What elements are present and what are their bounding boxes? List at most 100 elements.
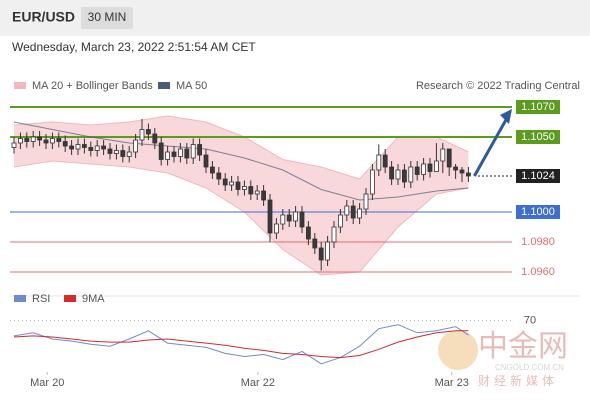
watermark-logo <box>438 330 478 370</box>
watermark: 中金网 CNGOLD.COM.CN 财经新媒体 <box>438 330 568 388</box>
level-box <box>516 130 560 144</box>
candle-body <box>50 138 55 144</box>
symbol: EUR/USD <box>12 9 75 25</box>
candle-body <box>94 145 100 151</box>
watermark-site: CNGOLD.COM.CN <box>495 363 564 372</box>
candle-body <box>62 141 68 147</box>
candle-body <box>273 223 279 234</box>
candle-body <box>43 139 49 144</box>
candle-body <box>414 166 420 175</box>
candle-body <box>344 205 350 216</box>
watermark-tagline: 财经新媒体 <box>478 373 558 388</box>
bollinger-band <box>14 116 469 275</box>
candle-body <box>30 136 36 142</box>
ma-line <box>13 121 469 201</box>
candle-body <box>107 148 113 154</box>
candle-body <box>312 238 318 249</box>
candle-body <box>446 148 452 168</box>
rsi-line <box>13 324 469 365</box>
candle-body <box>177 148 183 157</box>
candle-body <box>389 166 395 180</box>
level-box <box>516 100 560 114</box>
timeframe[interactable]: 30 MIN <box>88 10 127 24</box>
candle-body <box>139 129 145 141</box>
candle-body <box>337 214 343 228</box>
candle-body <box>241 186 247 190</box>
arrow-head <box>500 109 512 124</box>
candle-body <box>37 136 42 141</box>
candle-body <box>24 138 30 142</box>
level-label: 1.1050 <box>521 131 555 143</box>
watermark-brand: 中金网 <box>478 330 568 363</box>
candle-body <box>158 142 164 160</box>
x-tick-label: Mar 23 <box>435 377 469 389</box>
candle-body <box>120 150 126 157</box>
legend-label: RSI <box>32 293 50 305</box>
candle-body <box>133 139 139 153</box>
candle-body <box>267 199 273 234</box>
candle-body <box>126 151 132 157</box>
candle-body <box>11 142 17 148</box>
candle-body <box>82 144 87 148</box>
candle-body <box>369 169 375 195</box>
candle-body <box>421 163 427 175</box>
candle-body <box>376 154 382 171</box>
level-label: 1.0960 <box>521 266 555 278</box>
candle-body <box>408 166 414 183</box>
candle-body <box>440 148 446 162</box>
candle-body <box>216 172 222 180</box>
candle-body <box>152 133 158 144</box>
candle-body <box>382 154 388 168</box>
candle-body <box>209 166 215 174</box>
x-tick-label: Mar 20 <box>30 377 64 389</box>
legend-swatch <box>158 82 170 89</box>
candle-body <box>101 145 106 150</box>
candle-body <box>325 241 331 261</box>
candle-body <box>56 138 62 142</box>
candle-body <box>293 211 299 222</box>
candle-body <box>280 214 286 225</box>
rsi-line <box>13 330 469 359</box>
candle-body <box>184 148 190 159</box>
level-label: 1.1024 <box>521 170 555 182</box>
candle-body <box>222 178 228 186</box>
level-label: 1.1070 <box>521 101 555 113</box>
candle-body <box>254 190 260 195</box>
candle-body <box>165 151 171 160</box>
candle-body <box>318 247 324 261</box>
legend-label: 9MA <box>82 293 105 305</box>
candle-body <box>465 172 471 177</box>
candle-body <box>69 145 74 150</box>
candle-body <box>75 144 81 150</box>
level-label: 1.1000 <box>521 206 555 218</box>
candle-body <box>357 208 363 219</box>
legend-swatch <box>14 82 26 89</box>
candle-body <box>145 129 151 135</box>
candle-body <box>190 144 196 159</box>
candle-body <box>261 190 267 201</box>
candle-body <box>459 169 465 174</box>
candle-body <box>171 151 177 157</box>
legend-label: MA 50 <box>176 80 207 92</box>
candle-body <box>401 169 407 183</box>
candle-body <box>433 160 439 172</box>
legend-swatch <box>14 295 26 302</box>
candle-body <box>395 169 401 180</box>
legend-label: MA 20 + Bollinger Bands <box>32 80 153 92</box>
x-tick-label: Mar 22 <box>241 377 275 389</box>
candle-body <box>305 226 311 240</box>
candle-body <box>453 166 459 171</box>
candle-body <box>235 181 241 190</box>
candle-body <box>299 211 305 228</box>
candle-body <box>17 138 23 144</box>
candle-body <box>114 150 119 154</box>
source-credit: Research © 2022 Trading Central <box>416 80 580 92</box>
candle-body <box>229 181 235 186</box>
legend-swatch <box>64 295 76 302</box>
candle-body <box>427 163 433 172</box>
level-box <box>516 169 560 183</box>
timeframe-badge[interactable] <box>81 7 133 29</box>
level-box <box>516 205 560 219</box>
level-label: 1.0980 <box>521 236 555 248</box>
candle-body <box>88 147 94 151</box>
